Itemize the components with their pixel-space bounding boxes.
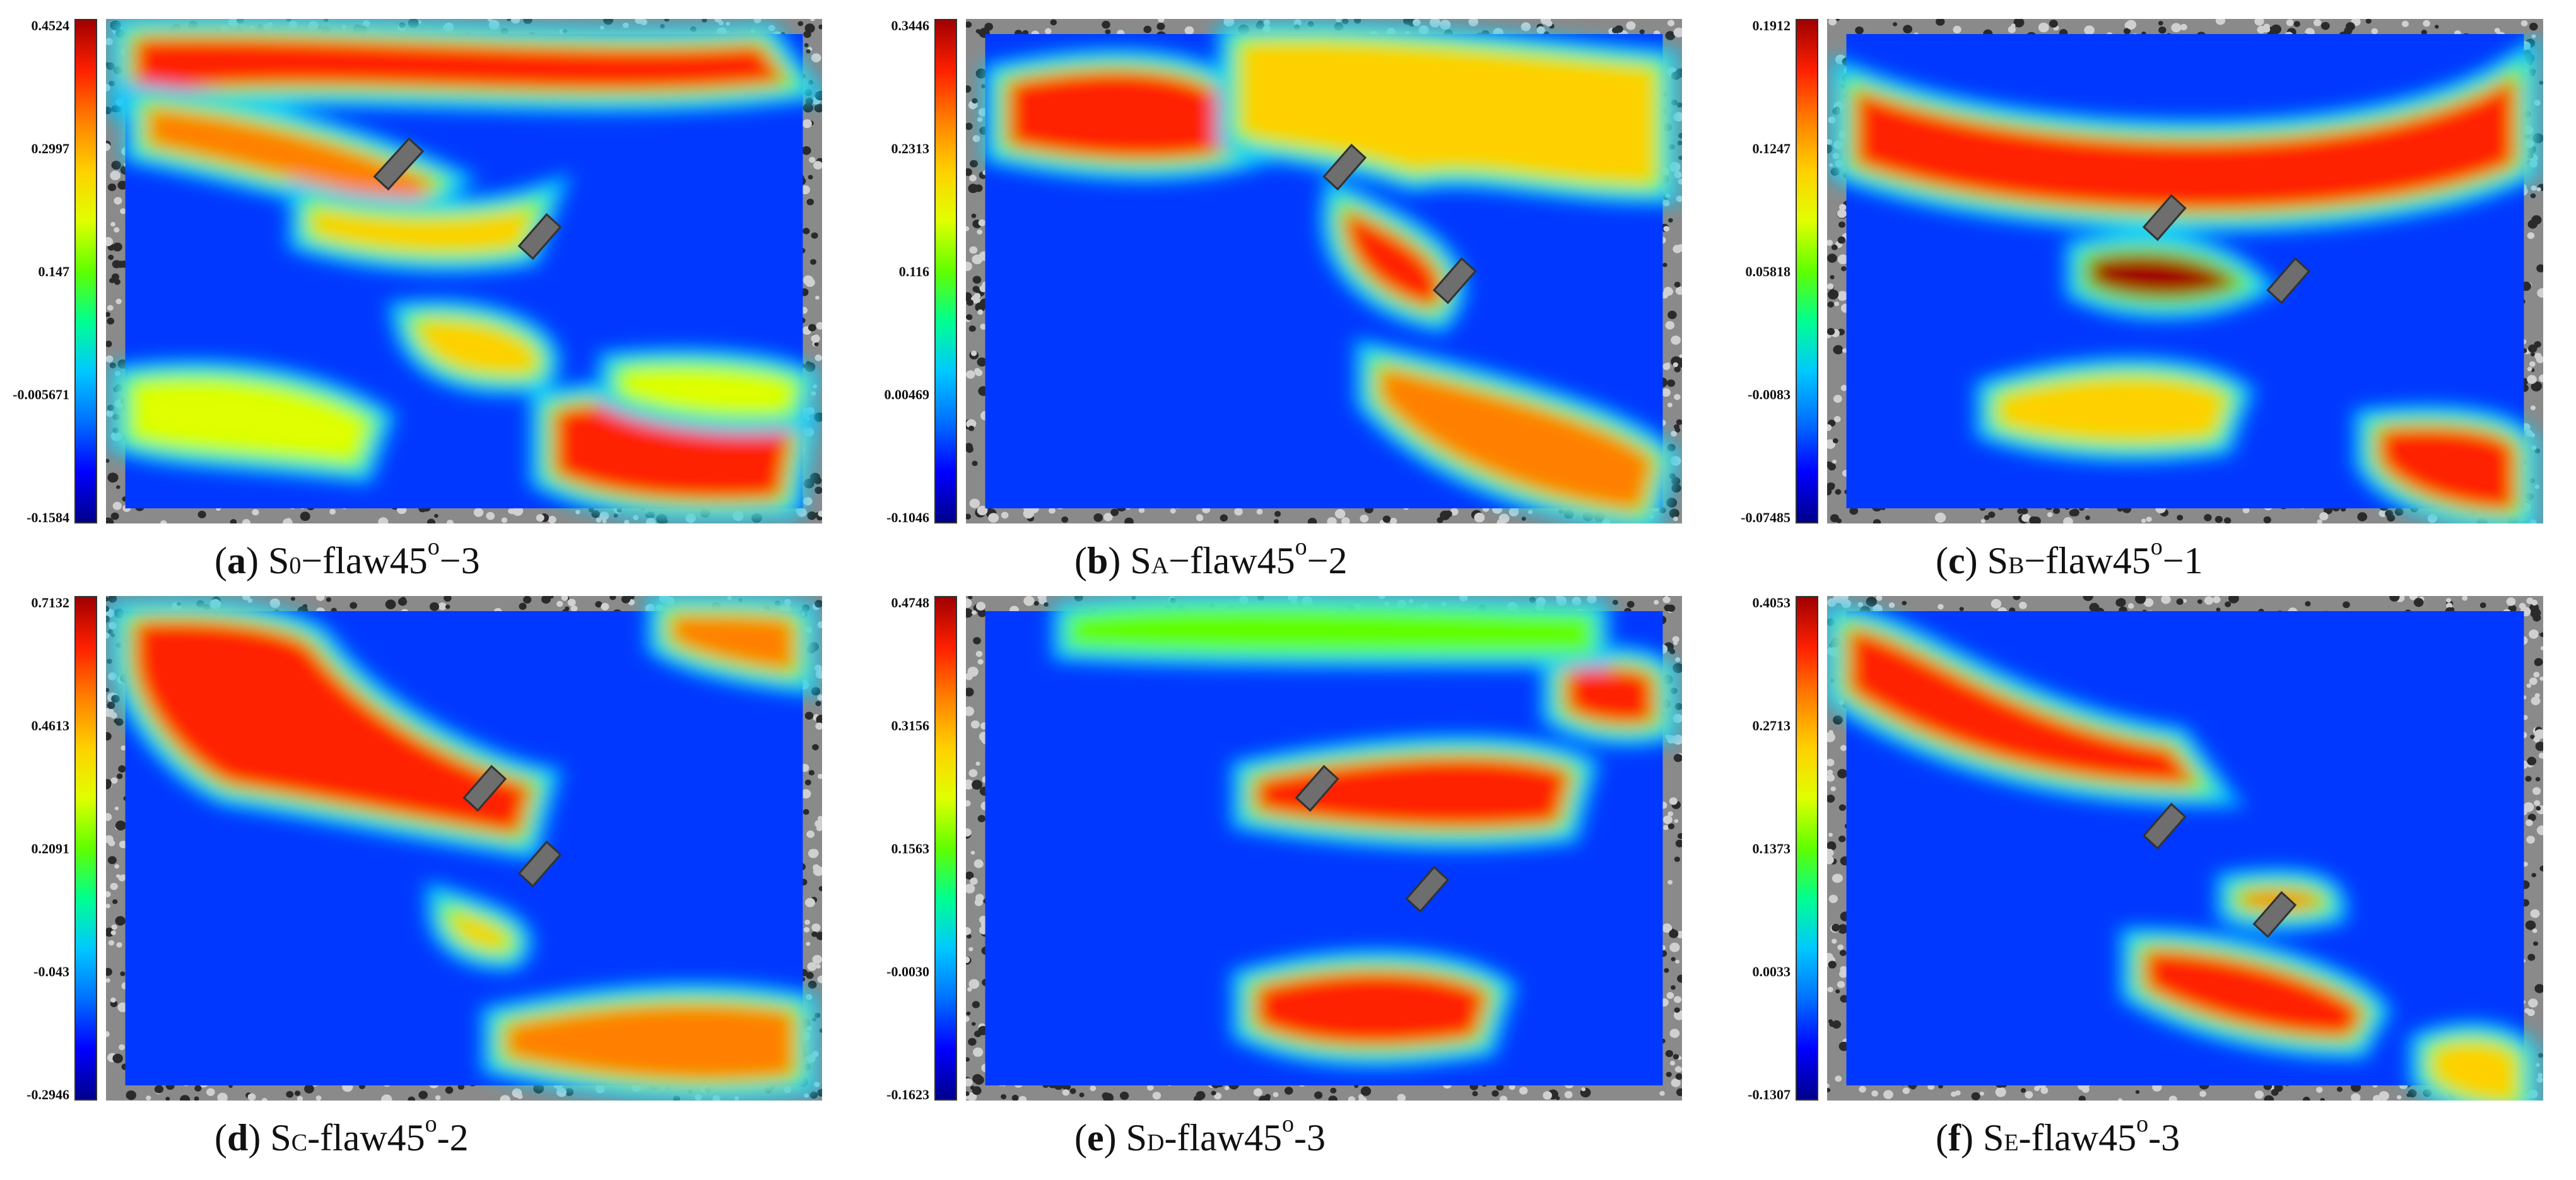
caption-flaw: -flaw45 <box>1164 1117 1282 1159</box>
colorbar <box>1796 596 1818 1101</box>
colorbar-tick-label: -0.1584 <box>0 510 69 526</box>
panel-letter: b <box>1087 540 1108 581</box>
colorbar-tick-label: 0.00469 <box>835 387 929 403</box>
dic-panel-a: 0.4524 0.2997 0.147 -0.005671 -0.1584 (a) S0−… <box>13 19 852 574</box>
caption-flaw: -flaw45 <box>2019 1117 2137 1159</box>
colorbar-tick-label: 0.7132 <box>0 595 69 611</box>
dic-panel-d: 0.7132 0.4613 0.2091 -0.043 -0.2946 (d) SC-fl… <box>13 596 852 1151</box>
dic-panel-b: 0.3446 0.2313 0.116 0.00469 -0.1046 (b) SA−fl… <box>873 19 1712 574</box>
panel-caption: (a) S0−flaw45o−3 <box>215 533 480 583</box>
panel-caption: (d) SC-flaw45o-2 <box>215 1110 469 1160</box>
colorbar <box>934 596 957 1101</box>
caption-suffix: −2 <box>1307 540 1348 581</box>
caption-flaw: −flaw45 <box>2024 540 2150 581</box>
colorbar-tick-label: 0.4524 <box>0 18 69 34</box>
panel-caption: (c) SB−flaw45o−1 <box>1936 533 2203 583</box>
colorbar-tick-label: 0.1912 <box>1696 18 1791 34</box>
colorbar-tick-label: 0.116 <box>835 264 929 280</box>
panel-caption: (b) SA−flaw45o−2 <box>1074 533 1347 583</box>
caption-suffix: -3 <box>2148 1117 2180 1159</box>
degree-mark: o <box>425 1111 437 1137</box>
colorbar-tick-label: -0.005671 <box>0 387 69 403</box>
colorbar-tick-label: 0.2313 <box>835 141 929 157</box>
strain-field-image <box>1827 596 2543 1101</box>
degree-mark: o <box>2151 534 2163 560</box>
colorbar <box>1796 19 1818 523</box>
colorbar-tick-label: 0.147 <box>0 264 69 280</box>
colorbar-tick-label: 0.1247 <box>1696 141 1791 157</box>
caption-prefix: S <box>268 540 289 581</box>
colorbar-tick-label: 0.4613 <box>0 718 69 734</box>
colorbar-tick-label: 0.3156 <box>835 718 929 734</box>
strain-field-image <box>106 19 822 523</box>
caption-suffix: -3 <box>1294 1117 1326 1159</box>
dic-panel-f: 0.4053 0.2713 0.1373 0.0033 -0.1307 (f) SE-fl… <box>1734 596 2573 1151</box>
colorbar-tick-label: 0.2997 <box>0 141 69 157</box>
colorbar-tick-label: -0.043 <box>0 964 69 980</box>
panel-letter: c <box>1948 540 1965 581</box>
specimen-subscript: C <box>291 1130 307 1156</box>
caption-prefix: S <box>1126 1117 1147 1159</box>
colorbar-tick-label: 0.3446 <box>835 18 929 34</box>
caption-flaw: −flaw45 <box>301 540 427 581</box>
colorbar <box>74 19 97 523</box>
caption-prefix: S <box>1130 540 1151 581</box>
colorbar-tick-label: -0.07485 <box>1696 510 1791 526</box>
colorbar-tick-label: 0.05818 <box>1696 264 1791 280</box>
degree-mark: o <box>1295 534 1307 560</box>
strain-field-image <box>1827 19 2543 523</box>
specimen-subscript: D <box>1147 1130 1164 1156</box>
caption-prefix: S <box>270 1117 291 1159</box>
specimen-subscript: A <box>1151 552 1168 579</box>
degree-mark: o <box>428 534 440 560</box>
colorbar-tick-label: 0.4748 <box>835 595 929 611</box>
colorbar-tick-label: 0.0033 <box>1696 964 1791 980</box>
dic-panel-e: 0.4748 0.3156 0.1563 -0.0030 -0.1623 (e) SD-f… <box>873 596 1712 1151</box>
degree-mark: o <box>2136 1111 2148 1137</box>
strain-field-image <box>966 596 1682 1101</box>
colorbar-tick-label: 0.4053 <box>1696 595 1791 611</box>
caption-suffix: -2 <box>437 1117 469 1159</box>
caption-prefix: S <box>1983 1117 2004 1159</box>
colorbar-tick-label: 0.2091 <box>0 841 69 857</box>
specimen-subscript: B <box>2008 552 2024 579</box>
colorbar-tick-label: 0.1563 <box>835 841 929 857</box>
caption-suffix: −1 <box>2163 540 2203 581</box>
strain-field-image <box>106 596 822 1101</box>
specimen-subscript: E <box>2004 1130 2018 1156</box>
colorbar <box>74 596 97 1101</box>
colorbar-tick-label: 0.2713 <box>1696 718 1791 734</box>
caption-flaw: -flaw45 <box>307 1117 425 1159</box>
specimen-subscript: 0 <box>289 552 301 579</box>
colorbar-tick-label: -0.1046 <box>835 510 929 526</box>
caption-flaw: −flaw45 <box>1168 540 1295 581</box>
colorbar-tick-label: -0.1307 <box>1696 1087 1791 1103</box>
panel-letter: f <box>1948 1117 1961 1159</box>
strain-field-image <box>966 19 1682 523</box>
panel-caption: (e) SD-flaw45o-3 <box>1074 1110 1326 1160</box>
caption-prefix: S <box>1987 540 2008 581</box>
colorbar <box>934 19 957 523</box>
panel-letter: a <box>227 540 246 581</box>
colorbar-tick-label: -0.2946 <box>0 1087 69 1103</box>
panel-caption: (f) SE-flaw45o-3 <box>1936 1110 2180 1160</box>
colorbar-tick-label: 0.1373 <box>1696 841 1791 857</box>
colorbar-tick-label: -0.0030 <box>835 964 929 980</box>
colorbar-tick-label: -0.1623 <box>835 1087 929 1103</box>
dic-panel-c: 0.1912 0.1247 0.05818 -0.0083 -0.07485 (c) SB… <box>1734 19 2573 574</box>
colorbar-tick-label: -0.0083 <box>1696 387 1791 403</box>
panel-letter: e <box>1087 1117 1104 1159</box>
caption-suffix: −3 <box>440 540 480 581</box>
degree-mark: o <box>1282 1111 1294 1137</box>
panel-letter: d <box>227 1117 248 1159</box>
